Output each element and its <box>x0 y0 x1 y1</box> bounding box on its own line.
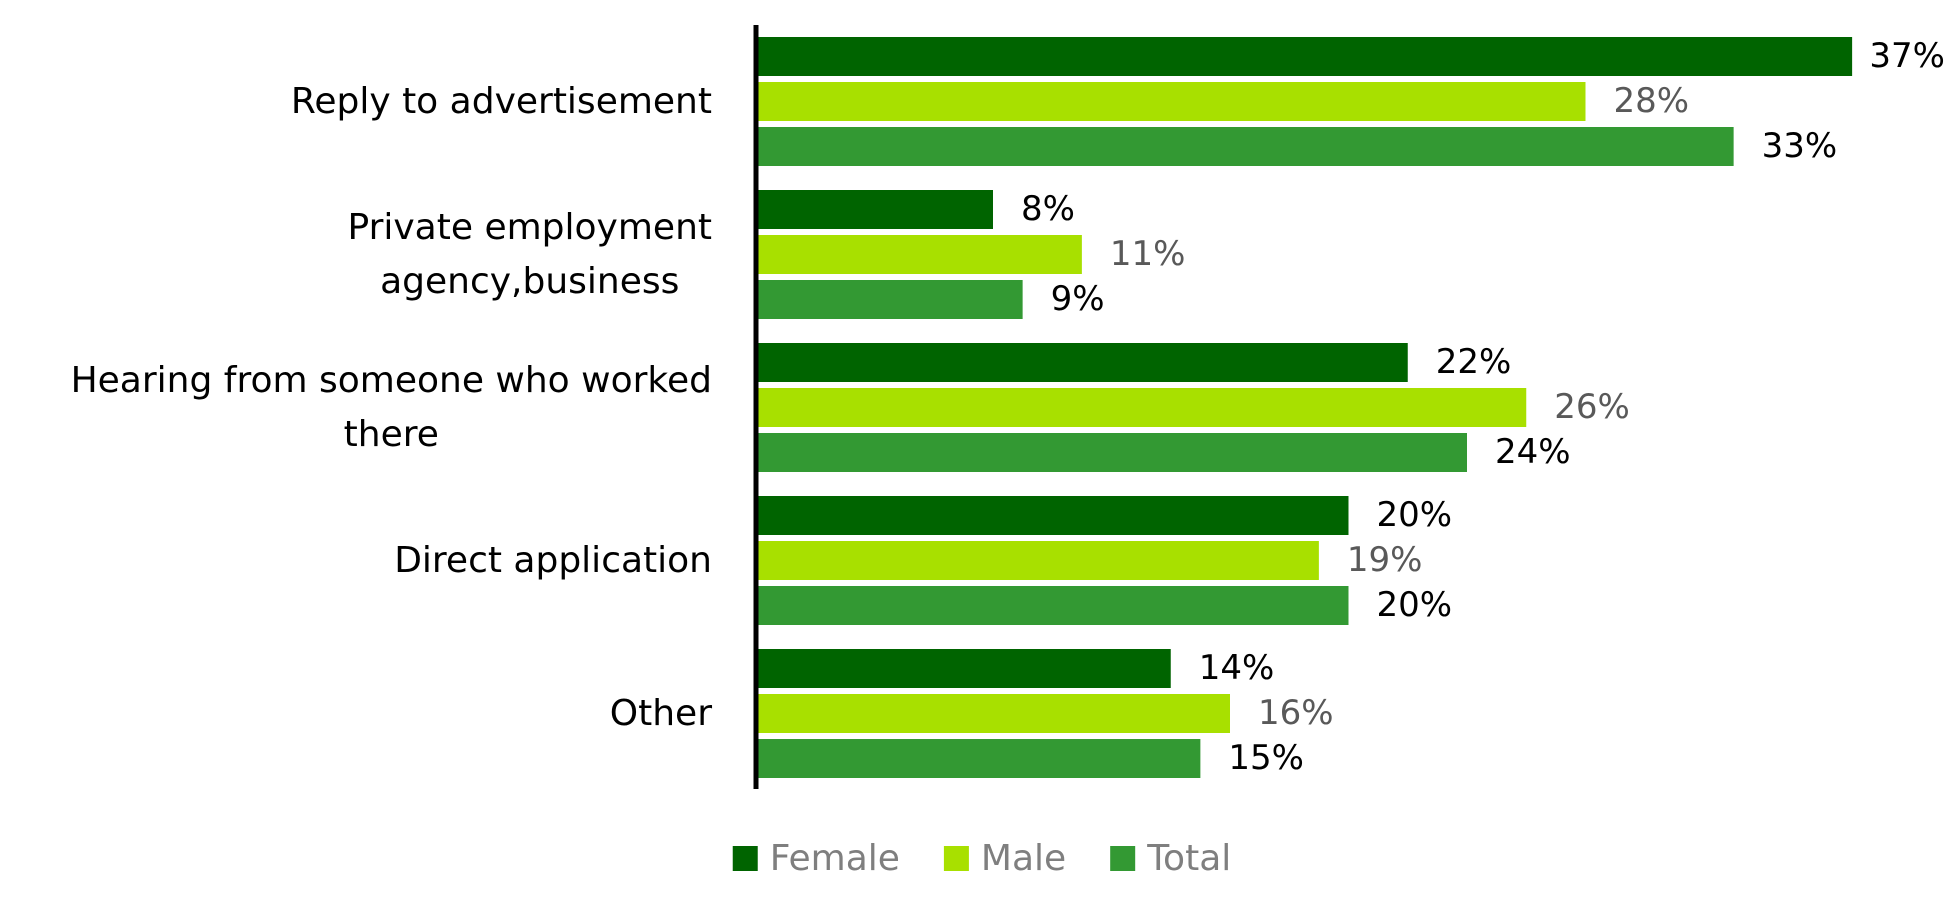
bar <box>756 586 1349 625</box>
data-label: 15% <box>1228 738 1304 778</box>
bar <box>756 694 1230 733</box>
data-label: 16% <box>1258 693 1334 733</box>
category-label: Other <box>609 692 712 734</box>
bar <box>756 82 1586 121</box>
bar <box>756 496 1349 535</box>
category-label: Reply to advertisement <box>290 80 712 122</box>
legend-label: Female <box>770 838 900 879</box>
data-label: 28% <box>1614 81 1690 121</box>
data-label: 26% <box>1554 387 1630 427</box>
bar <box>756 388 1527 427</box>
legend-swatch <box>943 846 969 871</box>
legend-swatch <box>732 846 758 871</box>
category-label: Private employment agency,business <box>347 206 713 302</box>
data-label: 9% <box>1051 279 1105 319</box>
data-label: 8% <box>1021 189 1075 229</box>
data-label: 20% <box>1377 585 1453 625</box>
bar <box>756 541 1319 580</box>
bar <box>756 37 1853 76</box>
bar <box>756 739 1201 778</box>
data-label: 20% <box>1377 495 1453 535</box>
data-label: 11% <box>1110 234 1186 274</box>
data-label: 37% <box>1869 36 1945 76</box>
legend-label: Total <box>1146 838 1231 879</box>
category-label: Direct application <box>394 539 712 581</box>
bar <box>756 127 1734 166</box>
bar <box>756 343 1408 382</box>
bar <box>756 190 993 229</box>
category-label: Hearing from someone who worked there <box>70 359 712 455</box>
data-label: 19% <box>1347 540 1423 580</box>
data-label: 14% <box>1199 648 1275 688</box>
data-label: 33% <box>1762 126 1838 166</box>
legend-label: Male <box>981 838 1066 879</box>
bar <box>756 280 1023 319</box>
legend-swatch <box>1110 846 1136 871</box>
bar <box>756 433 1467 472</box>
bar <box>756 649 1171 688</box>
bar <box>756 235 1082 274</box>
data-label: 24% <box>1495 432 1571 472</box>
data-label: 22% <box>1436 342 1512 382</box>
